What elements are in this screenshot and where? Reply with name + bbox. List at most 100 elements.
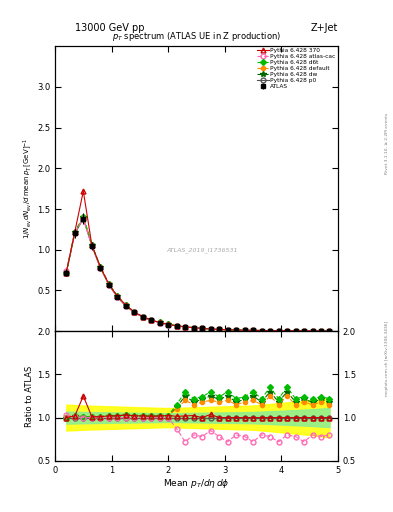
Pythia 6.428 default bbox=[72, 229, 77, 235]
Pythia 6.428 dw bbox=[115, 293, 119, 299]
Pythia 6.428 dw bbox=[174, 323, 179, 329]
Pythia 6.428 p0 bbox=[64, 269, 69, 275]
Pythia 6.428 d6t bbox=[242, 327, 247, 333]
Pythia 6.428 p0 bbox=[81, 216, 86, 222]
Pythia 6.428 dw bbox=[183, 324, 187, 330]
Pythia 6.428 370 bbox=[268, 328, 272, 334]
Pythia 6.428 atlas-cac bbox=[293, 328, 298, 334]
Pythia 6.428 default bbox=[251, 327, 255, 333]
Pythia 6.428 default bbox=[276, 328, 281, 334]
Pythia 6.428 atlas-cac bbox=[132, 309, 137, 315]
Pythia 6.428 d6t bbox=[90, 242, 94, 248]
Pythia 6.428 atlas-cac bbox=[285, 328, 289, 334]
Pythia 6.428 dw bbox=[90, 242, 94, 248]
Pythia 6.428 p0 bbox=[251, 327, 255, 333]
Pythia 6.428 dw bbox=[225, 327, 230, 333]
Pythia 6.428 default bbox=[327, 328, 332, 334]
Pythia 6.428 d6t bbox=[293, 328, 298, 334]
Pythia 6.428 default bbox=[107, 281, 111, 287]
Pythia 6.428 370 bbox=[90, 242, 94, 248]
Pythia 6.428 atlas-cac bbox=[115, 294, 119, 300]
Pythia 6.428 p0 bbox=[149, 317, 154, 323]
Pythia 6.428 p0 bbox=[217, 326, 222, 332]
Pythia 6.428 370 bbox=[276, 328, 281, 334]
Pythia 6.428 d6t bbox=[285, 328, 289, 334]
Pythia 6.428 dw bbox=[149, 317, 154, 323]
Pythia 6.428 d6t bbox=[132, 309, 137, 315]
Pythia 6.428 370 bbox=[166, 322, 171, 328]
Pythia 6.428 p0 bbox=[157, 319, 162, 326]
Pythia 6.428 dw bbox=[327, 328, 332, 334]
Pythia 6.428 dw bbox=[302, 328, 307, 334]
Pythia 6.428 d6t bbox=[327, 328, 332, 334]
Pythia 6.428 370 bbox=[132, 309, 137, 315]
Pythia 6.428 d6t bbox=[72, 229, 77, 235]
Pythia 6.428 p0 bbox=[72, 230, 77, 237]
Pythia 6.428 d6t bbox=[268, 328, 272, 334]
Pythia 6.428 dw bbox=[132, 309, 137, 315]
Pythia 6.428 atlas-cac bbox=[225, 327, 230, 333]
Pythia 6.428 370 bbox=[285, 328, 289, 334]
Pythia 6.428 d6t bbox=[200, 325, 204, 331]
Text: mcplots.cern.ch [arXiv:1306.3436]: mcplots.cern.ch [arXiv:1306.3436] bbox=[385, 321, 389, 396]
Pythia 6.428 370 bbox=[217, 326, 222, 332]
Pythia 6.428 default bbox=[123, 302, 128, 308]
Pythia 6.428 p0 bbox=[98, 265, 103, 271]
Pythia 6.428 p0 bbox=[208, 326, 213, 332]
Pythia 6.428 default bbox=[225, 327, 230, 333]
Pythia 6.428 370 bbox=[191, 325, 196, 331]
Pythia 6.428 dw bbox=[276, 328, 281, 334]
Pythia 6.428 370 bbox=[225, 327, 230, 333]
Pythia 6.428 atlas-cac bbox=[276, 328, 281, 334]
Pythia 6.428 default bbox=[157, 319, 162, 326]
Pythia 6.428 dw bbox=[81, 214, 86, 220]
Pythia 6.428 370 bbox=[72, 229, 77, 235]
Pythia 6.428 atlas-cac bbox=[183, 324, 187, 330]
Pythia 6.428 default bbox=[183, 324, 187, 330]
Pythia 6.428 d6t bbox=[174, 323, 179, 329]
Pythia 6.428 d6t bbox=[276, 328, 281, 334]
Pythia 6.428 default bbox=[242, 327, 247, 333]
Pythia 6.428 d6t bbox=[81, 214, 86, 220]
Pythia 6.428 dw bbox=[191, 325, 196, 331]
Pythia 6.428 d6t bbox=[157, 319, 162, 326]
Pythia 6.428 atlas-cac bbox=[72, 229, 77, 236]
Pythia 6.428 370 bbox=[302, 328, 307, 334]
Pythia 6.428 default bbox=[208, 326, 213, 332]
Pythia 6.428 atlas-cac bbox=[251, 327, 255, 333]
Pythia 6.428 atlas-cac bbox=[166, 322, 171, 328]
Pythia 6.428 default bbox=[234, 327, 239, 333]
Pythia 6.428 d6t bbox=[217, 326, 222, 332]
Pythia 6.428 d6t bbox=[259, 328, 264, 334]
Pythia 6.428 dw bbox=[64, 269, 69, 275]
Pythia 6.428 atlas-cac bbox=[157, 319, 162, 326]
Pythia 6.428 370 bbox=[149, 317, 154, 323]
Pythia 6.428 d6t bbox=[319, 328, 323, 334]
Pythia 6.428 dw bbox=[98, 264, 103, 270]
Pythia 6.428 p0 bbox=[183, 324, 187, 330]
Pythia 6.428 370 bbox=[107, 281, 111, 287]
Pythia 6.428 370 bbox=[259, 328, 264, 334]
Pythia 6.428 default bbox=[285, 328, 289, 334]
Pythia 6.428 370 bbox=[234, 327, 239, 333]
Pythia 6.428 370 bbox=[123, 302, 128, 308]
Pythia 6.428 370 bbox=[208, 326, 213, 332]
Pythia 6.428 d6t bbox=[140, 314, 145, 320]
Pythia 6.428 dw bbox=[107, 281, 111, 287]
Pythia 6.428 d6t bbox=[183, 324, 187, 330]
Pythia 6.428 d6t bbox=[98, 264, 103, 270]
Pythia 6.428 default bbox=[259, 328, 264, 334]
Legend: Pythia 6.428 370, Pythia 6.428 atlas-cac, Pythia 6.428 d6t, Pythia 6.428 default: Pythia 6.428 370, Pythia 6.428 atlas-cac… bbox=[256, 48, 336, 90]
Pythia 6.428 p0 bbox=[319, 328, 323, 334]
Pythia 6.428 p0 bbox=[90, 243, 94, 249]
Pythia 6.428 atlas-cac bbox=[149, 317, 154, 323]
Pythia 6.428 d6t bbox=[166, 322, 171, 328]
Text: ATLAS_2019_I1736531: ATLAS_2019_I1736531 bbox=[166, 247, 238, 253]
Pythia 6.428 370 bbox=[242, 327, 247, 333]
Pythia 6.428 dw bbox=[259, 328, 264, 334]
Pythia 6.428 p0 bbox=[327, 328, 332, 334]
Pythia 6.428 atlas-cac bbox=[259, 328, 264, 334]
Pythia 6.428 d6t bbox=[208, 326, 213, 332]
Pythia 6.428 dw bbox=[140, 314, 145, 320]
Pythia 6.428 default bbox=[132, 309, 137, 315]
